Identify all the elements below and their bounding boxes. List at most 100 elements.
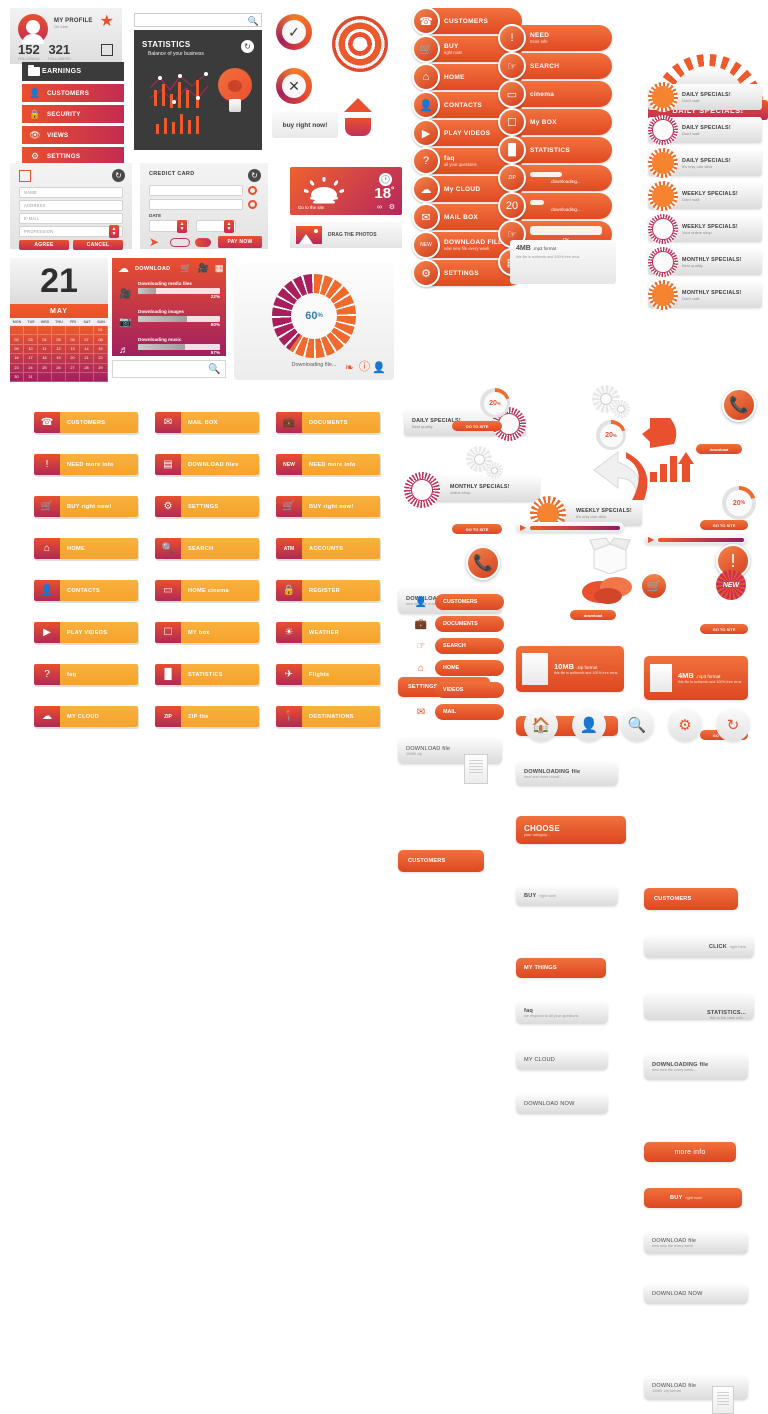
user-icon[interactable]: 👤 <box>372 362 386 374</box>
sidebar-item-views[interactable]: 👁 VIEWS <box>22 126 124 144</box>
col6-goto-button-2[interactable]: GO TO SITE <box>700 624 748 634</box>
home-icon[interactable]: 🏠 <box>524 708 558 742</box>
drag-photos-panel[interactable]: DRAG THE PHOTOS <box>290 222 402 248</box>
cart-icon[interactable]: 🛒 <box>640 572 668 600</box>
calendar-day-cell[interactable]: 10 <box>24 344 38 355</box>
yellow-button[interactable]: ATM ACCOUNTS <box>276 538 380 559</box>
calendar-day-cell[interactable]: 27 <box>66 363 80 373</box>
send-icon[interactable]: ➤ <box>149 235 160 249</box>
list-item[interactable]: ⌂ HOME <box>412 660 504 676</box>
special-item[interactable]: MONTHLY SPECIALS! Best quality <box>648 247 762 277</box>
col5-faq[interactable]: faq we respond to all your questions <box>516 1002 608 1024</box>
calendar-day-cell[interactable]: 03 <box>24 335 38 345</box>
buy-now-button[interactable]: buy right now! <box>272 112 338 138</box>
calendar-day-cell[interactable]: 02 <box>10 335 24 345</box>
yellow-button[interactable]: 📍 DESTINATIONS <box>276 706 380 727</box>
user-icon[interactable]: 👤 <box>572 708 606 742</box>
search-icon[interactable]: 🔍 <box>208 364 221 375</box>
yellow-button[interactable]: ▭ HOME cinema <box>155 580 259 601</box>
list-item[interactable]: 👤 CUSTOMERS <box>412 594 504 610</box>
cancel-button[interactable]: CANCEL <box>73 240 123 250</box>
name-field[interactable]: NAME <box>19 187 123 198</box>
col5-my-things[interactable]: MY THINGS <box>516 958 606 978</box>
calendar-day-cell[interactable]: 30 <box>10 372 24 383</box>
share-icon[interactable]: ❧ <box>344 362 354 374</box>
calendar-day-cell[interactable]: 20 <box>66 354 80 364</box>
yellow-button[interactable]: ⌂ HOME <box>34 538 138 559</box>
yellow-button[interactable]: ▤ DOWNLOAD files <box>155 454 259 475</box>
edit-icon[interactable] <box>101 44 113 56</box>
yellow-button[interactable]: ! NEED more info <box>34 454 138 475</box>
edit-icon[interactable] <box>19 170 31 182</box>
pay-now-button[interactable]: PAY NOW <box>218 236 262 248</box>
calendar-day-cell[interactable]: 21 <box>80 354 94 364</box>
col6-buy[interactable]: BUY right now! <box>644 1188 742 1208</box>
orange-menu-item[interactable]: ⚙ SETTINGS <box>412 259 522 287</box>
list-item[interactable]: ▭ VIDEOS <box>412 682 504 698</box>
special-item[interactable]: WEEKLY SPECIALS! Your online shop <box>648 214 762 244</box>
yellow-button[interactable]: ☀ WEATHER <box>276 622 380 643</box>
calendar-day-cell[interactable]: 26 <box>52 363 66 373</box>
special-item[interactable]: DAILY SPECIALS! Don't wait <box>648 82 762 112</box>
sidebar-item-security[interactable]: 🔒 SECURITY <box>22 105 124 123</box>
date-month-stepper[interactable]: ▲ ▼ <box>177 220 187 233</box>
col5-buy[interactable]: BUY right now! <box>516 886 618 906</box>
yellow-button[interactable]: ☁ MY CLOUD <box>34 706 138 727</box>
basket-icon[interactable] <box>345 118 371 136</box>
col6-goto-button[interactable]: GO TO SITE <box>700 520 748 530</box>
card-number-field-2[interactable] <box>149 199 243 210</box>
orange-menu-item[interactable]: ▭ cinema <box>498 80 612 108</box>
profession-stepper[interactable]: ▲ ▼ <box>109 225 119 238</box>
calendar-day-cell[interactable]: 31 <box>24 372 38 383</box>
orange-menu-item[interactable]: ☞ SEARCH <box>498 52 612 80</box>
special-weekly-loose[interactable]: WEEKLY SPECIALS! It's only one click <box>530 496 642 532</box>
special-item[interactable]: MONTHLY SPECIALS! Don't wait <box>648 280 762 310</box>
calendar-day-cell[interactable]: 25 <box>38 363 52 373</box>
col5-choose[interactable]: CHOOSE your category... <box>516 816 626 844</box>
calendar-day-cell[interactable]: 23 <box>10 363 24 373</box>
col5-download-now[interactable]: DOWNLOAD NOW <box>516 1094 608 1114</box>
search-icon[interactable]: 🔍 <box>620 708 654 742</box>
gear-icon[interactable]: ⚙ <box>668 708 702 742</box>
col4-goto-button[interactable]: GO TO SITE <box>452 421 502 431</box>
col6-download-now[interactable]: DOWNLOAD NOW <box>644 1284 748 1304</box>
yellow-button[interactable]: ⚙ SETTINGS <box>155 496 259 517</box>
yellow-button[interactable]: ✉ MAIL BOX <box>155 412 259 433</box>
calendar-day-cell[interactable]: 24 <box>24 363 38 373</box>
yellow-button[interactable]: ☐ MY box <box>155 622 259 643</box>
arrow-up-icon[interactable] <box>344 98 372 112</box>
phone-icon[interactable]: 📞 <box>722 388 756 422</box>
calendar-day-cell[interactable]: 07 <box>80 335 94 345</box>
col5-downloading[interactable]: DOWNLOADING file next one more round... <box>516 762 618 786</box>
calendar-day-cell[interactable]: 17 <box>24 354 38 364</box>
yellow-button[interactable]: 🔍 SEARCH <box>155 538 259 559</box>
col6-download-file[interactable]: DOWNLOAD file new new file every week <box>644 1232 748 1254</box>
download-badge[interactable]: download <box>570 610 616 620</box>
calendar-day-cell[interactable]: 04 <box>38 335 52 345</box>
list-item[interactable]: ✉ MAIL <box>412 704 504 720</box>
download-search-input[interactable] <box>112 360 226 378</box>
special-item[interactable]: DAILY SPECIALS! Don't wait <box>648 115 762 145</box>
calendar-day-cell[interactable]: 09 <box>10 344 24 355</box>
orange-menu-item[interactable]: ! NEED more info <box>498 24 612 52</box>
calendar-day-cell[interactable]: 22 <box>94 354 108 364</box>
media-slider[interactable]: ▶ <box>516 522 624 533</box>
calendar-day-cell[interactable]: 06 <box>66 335 80 345</box>
slider-track[interactable] <box>530 525 620 530</box>
col6-statistics[interactable]: STATISTICS... this is the case with... <box>644 994 754 1020</box>
col4-goto-button-2[interactable]: GO TO SITE <box>452 524 502 534</box>
special-monthly-loose[interactable]: MONTHLY SPECIALS! online shop <box>404 472 540 508</box>
yellow-button[interactable]: ZIP ZIP file <box>155 706 259 727</box>
refresh-icon[interactable]: ↻ <box>112 169 125 182</box>
calendar-day-cell[interactable]: 05 <box>52 335 66 345</box>
orange-menu-item[interactable]: 20 downloading... <box>498 192 612 220</box>
profession-field[interactable]: PROFESSION <box>19 226 123 237</box>
yellow-button[interactable]: ▶ PLAY VIDEOS <box>34 622 138 643</box>
calendar-day-cell[interactable]: 14 <box>80 344 94 355</box>
yellow-button[interactable]: ☎ CUSTOMERS <box>34 412 138 433</box>
sidebar-item-customers[interactable]: 👤 CUSTOMERS <box>22 84 124 102</box>
yellow-button[interactable]: 👤 CONTACTS <box>34 580 138 601</box>
calendar-day-cell[interactable]: 19 <box>52 354 66 364</box>
calendar-day-cell[interactable]: 08 <box>94 335 108 345</box>
special-item[interactable]: WEEKLY SPECIALS! Don't wait <box>648 181 762 211</box>
